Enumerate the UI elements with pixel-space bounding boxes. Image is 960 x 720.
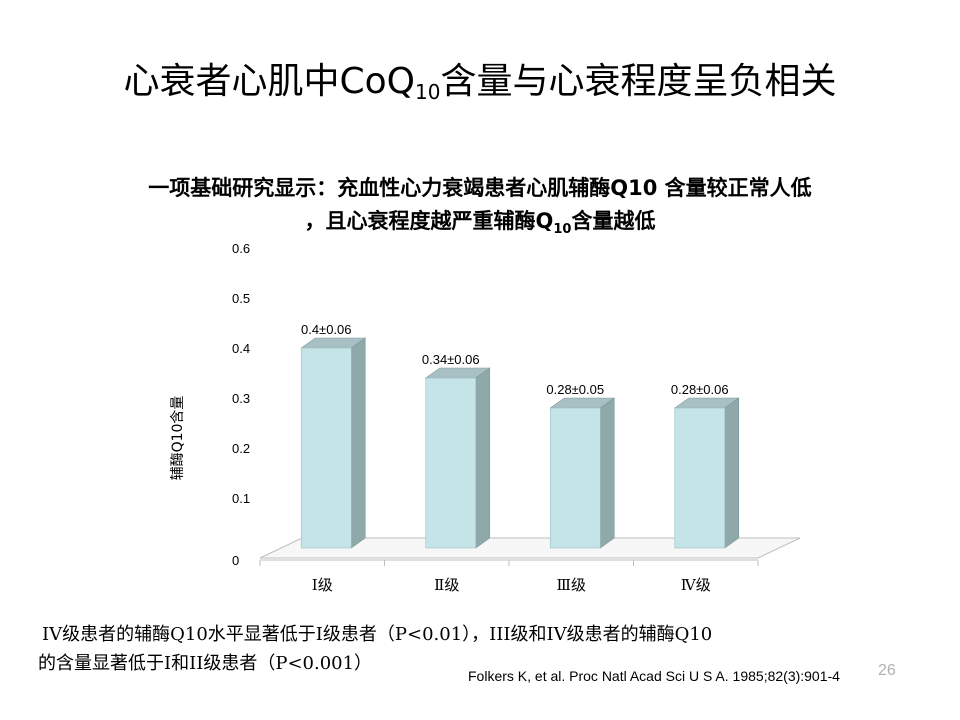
bar-group: 0.34±0.06 Ⅱ级 (422, 352, 491, 594)
slide-title: 心衰者心肌中CoQ10含量与心衰程度呈负相关 (0, 52, 960, 104)
citation: Folkers K, et al. Proc Natl Acad Sci U S… (468, 668, 840, 684)
x-tick-label: Ⅰ级 (312, 576, 333, 594)
chart-floor (259, 537, 801, 559)
x-tick-label: Ⅱ级 (434, 576, 459, 594)
x-tick-label: Ⅳ级 (681, 576, 711, 594)
conclusion-text: IV级患者的辅酶Q10水平显著低于I级患者（P<0.01），III级和IV级患者… (38, 620, 918, 678)
bar-group: 0.28±0.06 Ⅳ级 (671, 382, 740, 594)
conclusion-line-2: 的含量显著低于I和II级患者（P<0.001） (38, 653, 373, 674)
y-tick-label: 0.2 (232, 441, 250, 456)
x-tick-label: Ⅲ级 (557, 576, 586, 594)
bar-group: 0.28±0.05 Ⅲ级 (546, 382, 616, 594)
y-axis-label: 辅酶Q10含量 (170, 396, 186, 481)
subtitle-line-2: ，且心衰程度越严重辅酶Q10含量越低 (0, 205, 960, 246)
title-tail: 含量与心衰程度呈负相关 (440, 61, 837, 102)
y-tick-label: 0.6 (232, 241, 250, 256)
title-subscript: 10 (415, 80, 441, 104)
bar (549, 407, 601, 549)
bar (674, 407, 726, 549)
data-label: 0.28±0.06 (671, 382, 729, 397)
subtitle-line-2-b: 含量越低 (571, 209, 656, 233)
bar-side (599, 397, 615, 549)
y-tick-label: 0.4 (232, 341, 250, 356)
data-label: 0.34±0.06 (422, 352, 480, 367)
conclusion-line-1: IV级患者的辅酶Q10水平显著低于I级患者（P<0.01），III级和IV级患者… (42, 624, 713, 645)
y-tick-label: 0 (232, 553, 239, 568)
subtitle-line-2-a: ，且心衰程度越严重辅酶Q (304, 209, 554, 233)
data-label: 0.28±0.05 (546, 382, 604, 397)
title-main: 心衰者心肌中CoQ (123, 61, 416, 102)
page-number: 26 (878, 662, 896, 679)
subtitle-line-1: 一项基础研究显示：充血性心力衰竭患者心肌辅酶Q10 含量较正常人低 (148, 176, 812, 200)
y-tick-label: 0.1 (232, 491, 250, 506)
data-label: 0.4±0.06 (301, 322, 352, 337)
bar (425, 377, 477, 549)
bar (300, 347, 352, 549)
slide-subtitle: 一项基础研究显示：充血性心力衰竭患者心肌辅酶Q10 含量较正常人低 ，且心衰程度… (0, 172, 960, 246)
y-tick-label: 0.5 (232, 291, 250, 306)
bar-side (350, 337, 366, 549)
subtitle-subscript: 10 (553, 222, 572, 237)
bar-side (475, 367, 491, 549)
bar-side (724, 397, 740, 549)
y-tick-label: 0.3 (232, 391, 250, 406)
bar-group: 0.4±0.06 Ⅰ级 (300, 322, 367, 594)
